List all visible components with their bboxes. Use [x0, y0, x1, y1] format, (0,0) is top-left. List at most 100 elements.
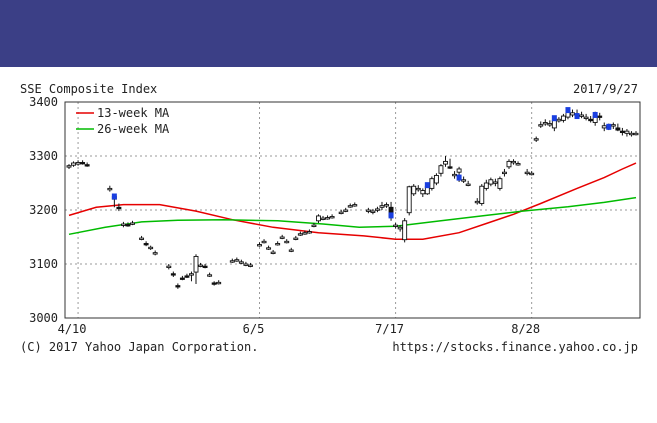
- copyright-text: (C) 2017 Yahoo Japan Corporation.: [20, 340, 258, 354]
- blue-marker: [388, 212, 394, 219]
- chart-date: 2017/9/27: [573, 82, 638, 96]
- candle-body: [329, 216, 335, 219]
- candle-body: [474, 200, 480, 204]
- candle-body: [456, 168, 462, 173]
- candle-body: [297, 233, 303, 236]
- candlestick: [139, 235, 145, 241]
- candle-body: [66, 165, 72, 168]
- candlestick: [352, 202, 358, 207]
- ma-13-week-line: [68, 162, 637, 240]
- candlestick: [316, 214, 321, 223]
- candle-body: [615, 127, 621, 131]
- candlestick: [71, 161, 76, 167]
- candlestick: [538, 121, 544, 128]
- candlestick: [107, 185, 113, 192]
- candle-body: [288, 249, 294, 252]
- candle-body: [261, 240, 267, 244]
- candle-body: [502, 171, 507, 175]
- candle-body: [152, 252, 158, 255]
- candlestick: [379, 201, 385, 210]
- blue-marker: [456, 174, 462, 181]
- candlestick: [511, 159, 516, 165]
- candlestick: [302, 230, 308, 235]
- candlestick: [184, 273, 190, 279]
- candle-body: [365, 209, 371, 212]
- candlestick: [438, 164, 444, 177]
- x-axis: 4/10 6/5 7/17 8/28: [58, 322, 541, 336]
- candle-body: [551, 119, 557, 129]
- candlestick: [588, 116, 594, 123]
- candlestick: [148, 245, 154, 250]
- candlestick: [370, 208, 376, 215]
- candlestick: [411, 184, 417, 196]
- candle-body: [443, 160, 448, 165]
- candlestick: [143, 241, 149, 247]
- chart-title: SSE Composite Index: [20, 82, 157, 96]
- candle-body: [397, 226, 403, 230]
- candle-body: [570, 112, 575, 116]
- candle-body: [406, 186, 412, 214]
- blue-marker: [565, 107, 571, 114]
- candlestick: [570, 109, 575, 118]
- candlestick: [338, 210, 344, 215]
- candle-body: [560, 115, 566, 121]
- candle-body: [266, 247, 272, 250]
- candle-body: [483, 182, 489, 189]
- y-tick-label: 3200: [29, 203, 58, 217]
- candle-body: [179, 277, 185, 280]
- candlestick: [465, 180, 471, 187]
- legend-label-26-week: 26-week MA: [97, 122, 170, 136]
- candlestick: [125, 222, 131, 227]
- blue-marker: [574, 113, 580, 120]
- candle-body: [524, 171, 530, 175]
- candle-body: [633, 132, 639, 136]
- candle-body: [320, 217, 326, 220]
- candlestick: [293, 235, 299, 241]
- candlestick: [483, 179, 489, 191]
- candlestick: [524, 168, 530, 176]
- candle-body: [170, 273, 176, 276]
- ma-26-week-line: [68, 196, 637, 236]
- blue-marker: [111, 193, 117, 200]
- candle-body: [139, 237, 145, 240]
- candlestick: [515, 161, 521, 166]
- candlestick: [238, 259, 244, 264]
- candlestick: [452, 171, 458, 179]
- candlestick: [266, 245, 272, 250]
- candle-body: [379, 205, 385, 208]
- candlestick: [529, 171, 535, 176]
- candlestick: [502, 168, 507, 177]
- candlestick: [243, 261, 249, 267]
- candle-body: [275, 243, 281, 246]
- candlestick: [75, 160, 81, 166]
- candle-body: [325, 217, 331, 220]
- y-axis: 3000 3100 3200 3300 3400: [29, 95, 58, 325]
- y-tick-label: 3300: [29, 149, 58, 163]
- candle-body: [175, 285, 181, 288]
- candlestick: [306, 229, 312, 234]
- candlestick: [615, 123, 621, 132]
- candle-body: [420, 190, 426, 195]
- candlestick: [479, 184, 485, 206]
- candle-body: [506, 160, 512, 168]
- candlestick: [629, 131, 634, 137]
- y-tick-label: 3000: [29, 311, 58, 325]
- candlestick: [420, 188, 426, 198]
- candle-body: [583, 116, 589, 119]
- candlestick: [610, 122, 616, 129]
- candle-body: [80, 162, 86, 165]
- candle-body: [588, 118, 594, 122]
- candlestick: [189, 271, 194, 282]
- candlestick: [275, 241, 281, 246]
- markers: [111, 107, 612, 219]
- candle-body: [306, 231, 312, 234]
- candle-body: [619, 130, 625, 134]
- candle-body: [461, 179, 467, 182]
- candle-body: [84, 164, 90, 167]
- candle-body: [302, 232, 308, 235]
- candlestick: [279, 234, 285, 240]
- candle-body: [601, 125, 607, 129]
- candle-body: [75, 162, 81, 165]
- candle-body: [479, 185, 485, 204]
- candle-body: [143, 243, 149, 246]
